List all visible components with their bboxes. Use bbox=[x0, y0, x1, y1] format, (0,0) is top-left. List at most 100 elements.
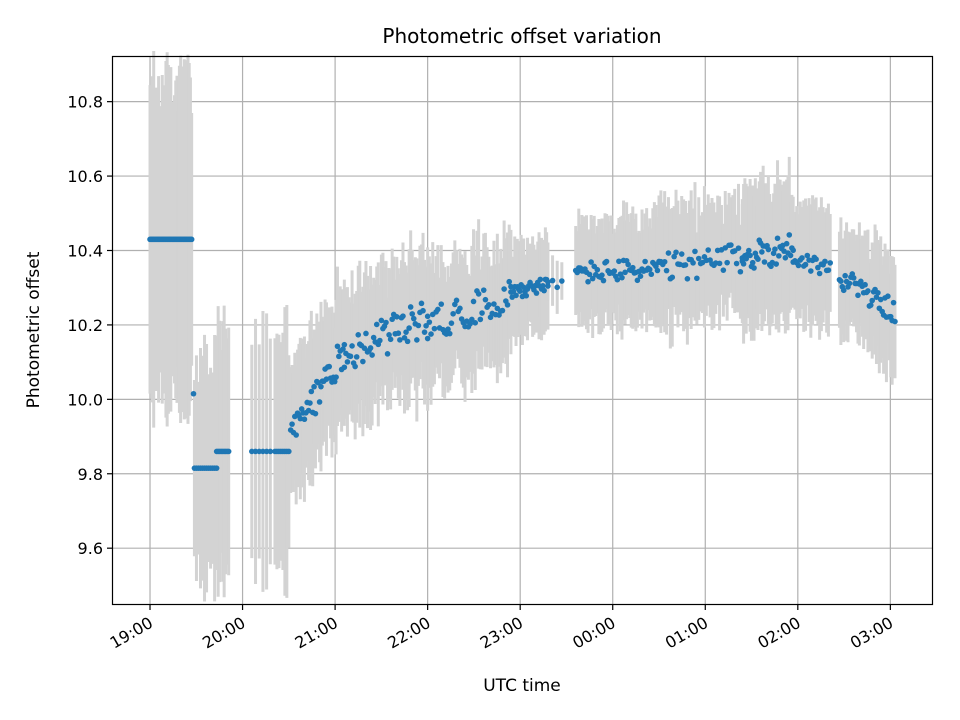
data-point bbox=[545, 283, 551, 289]
data-point bbox=[634, 277, 641, 284]
data-point bbox=[751, 265, 757, 271]
data-point bbox=[541, 287, 547, 294]
data-point bbox=[867, 302, 874, 308]
data-point bbox=[815, 264, 821, 271]
data-point bbox=[353, 354, 360, 360]
data-point bbox=[397, 337, 403, 343]
data-point bbox=[804, 252, 811, 259]
data-point bbox=[600, 277, 607, 284]
data-points bbox=[147, 232, 898, 471]
data-point bbox=[747, 252, 753, 259]
data-point bbox=[549, 277, 556, 284]
data-point bbox=[716, 260, 723, 267]
data-point bbox=[410, 315, 417, 322]
data-point bbox=[438, 301, 445, 307]
data-point bbox=[523, 292, 530, 299]
data-point bbox=[616, 258, 622, 265]
data-point bbox=[802, 261, 809, 268]
data-point bbox=[421, 329, 428, 335]
data-point bbox=[622, 269, 628, 276]
data-point bbox=[341, 341, 348, 348]
y-tick-label: 10.8 bbox=[67, 93, 103, 112]
data-point bbox=[311, 383, 317, 390]
data-point bbox=[665, 250, 672, 256]
data-point bbox=[589, 275, 596, 282]
data-point bbox=[369, 352, 375, 358]
data-point bbox=[625, 261, 631, 268]
data-point bbox=[267, 448, 274, 455]
data-point bbox=[387, 336, 394, 343]
data-point bbox=[307, 400, 313, 406]
chart-title: Photometric offset variation bbox=[382, 24, 661, 48]
data-point bbox=[435, 306, 441, 313]
data-point bbox=[776, 253, 782, 259]
data-point bbox=[695, 255, 702, 262]
data-point bbox=[383, 319, 389, 326]
data-point bbox=[513, 292, 519, 299]
data-point bbox=[378, 317, 385, 324]
data-point bbox=[469, 316, 475, 323]
data-point bbox=[448, 320, 455, 326]
y-tick-label: 10.6 bbox=[67, 167, 103, 186]
data-point bbox=[890, 299, 897, 306]
data-point bbox=[761, 259, 768, 265]
data-point bbox=[611, 268, 618, 274]
data-point bbox=[637, 273, 644, 280]
data-point bbox=[349, 343, 355, 349]
y-tick-label: 10.2 bbox=[67, 316, 103, 335]
data-point bbox=[491, 301, 497, 307]
data-point bbox=[743, 255, 750, 262]
data-point bbox=[457, 305, 463, 312]
data-point bbox=[740, 261, 747, 267]
y-tick-label: 9.6 bbox=[78, 539, 103, 558]
data-point bbox=[846, 280, 853, 287]
data-point bbox=[360, 358, 366, 365]
data-point bbox=[772, 246, 778, 252]
data-point bbox=[293, 432, 299, 438]
data-point bbox=[733, 260, 740, 267]
data-point bbox=[813, 256, 819, 263]
data-point bbox=[377, 337, 383, 344]
data-point bbox=[559, 278, 565, 284]
data-point bbox=[642, 258, 648, 265]
data-point bbox=[746, 247, 752, 254]
data-point bbox=[355, 332, 362, 338]
data-point bbox=[301, 416, 308, 423]
data-point bbox=[533, 290, 540, 296]
data-point bbox=[678, 251, 685, 257]
data-point bbox=[827, 260, 834, 266]
data-point bbox=[759, 249, 765, 255]
data-point bbox=[384, 351, 391, 357]
data-point bbox=[420, 307, 426, 314]
data-point bbox=[629, 264, 636, 271]
data-point bbox=[594, 266, 601, 273]
data-point bbox=[367, 345, 374, 351]
data-point bbox=[188, 236, 195, 243]
data-point bbox=[603, 258, 610, 265]
data-point bbox=[409, 311, 416, 317]
data-point bbox=[333, 374, 339, 380]
data-point bbox=[370, 334, 377, 341]
data-point bbox=[190, 390, 197, 397]
data-point bbox=[213, 465, 220, 471]
data-point bbox=[755, 256, 761, 263]
data-point bbox=[467, 321, 473, 327]
data-point bbox=[684, 275, 691, 282]
data-point bbox=[326, 363, 333, 370]
data-point bbox=[472, 319, 479, 326]
data-point bbox=[479, 310, 485, 316]
data-point bbox=[400, 313, 406, 319]
data-point bbox=[431, 325, 438, 332]
data-point bbox=[308, 388, 315, 395]
data-point bbox=[407, 304, 414, 310]
data-point bbox=[873, 294, 880, 300]
data-point bbox=[816, 270, 823, 277]
data-point bbox=[669, 274, 676, 281]
data-point bbox=[614, 276, 621, 283]
data-point bbox=[858, 278, 864, 285]
data-point bbox=[783, 240, 790, 247]
data-point bbox=[361, 345, 368, 351]
data-point bbox=[892, 318, 898, 325]
data-point bbox=[545, 279, 551, 285]
